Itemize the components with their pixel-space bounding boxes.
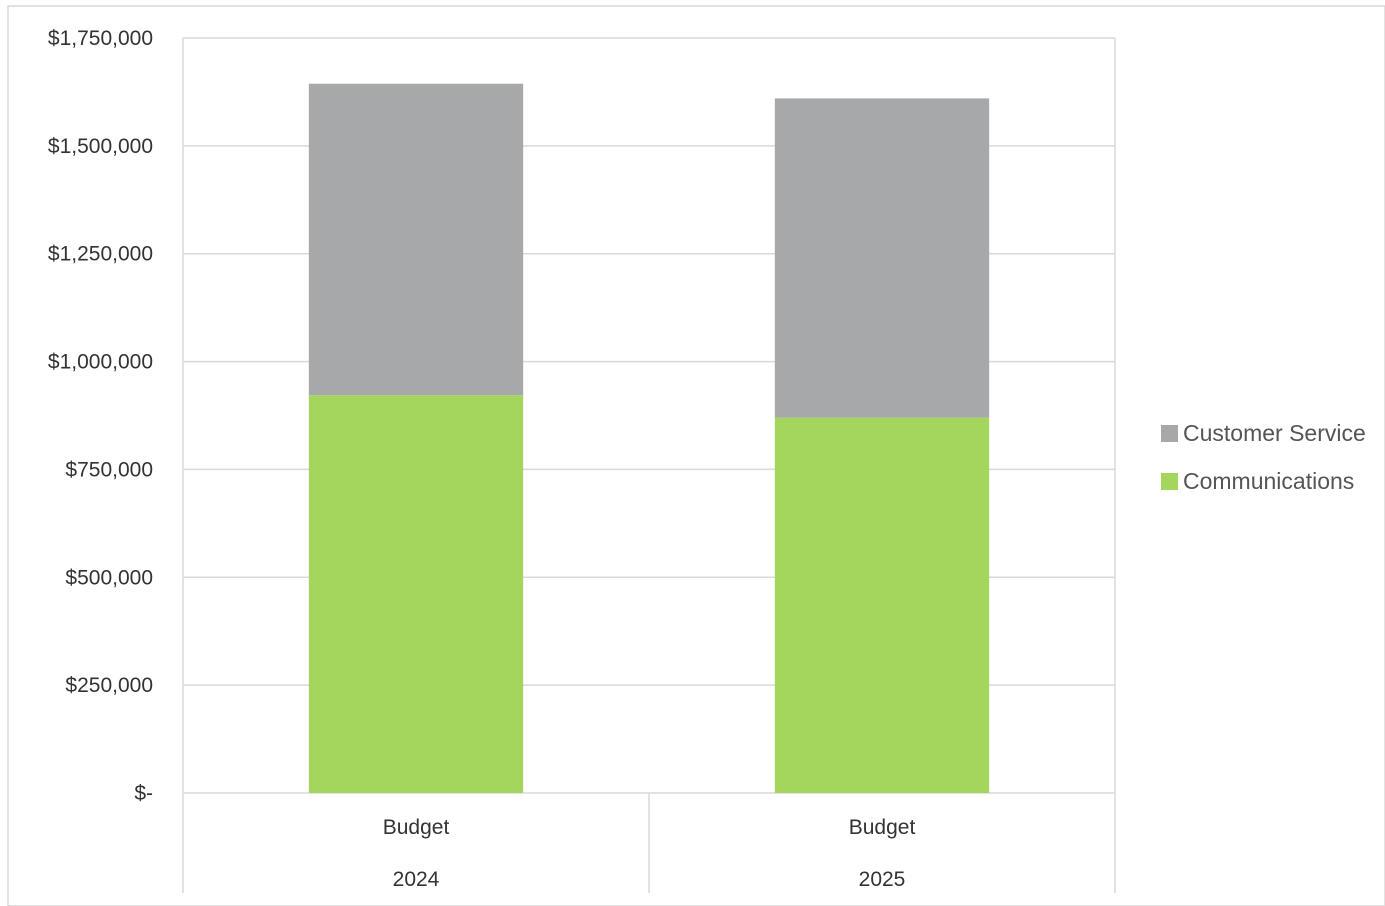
- y-tick-label-0: $-: [134, 782, 153, 805]
- legend-label-customer-service: Customer Service: [1183, 419, 1366, 446]
- y-tick-label-6: $1,500,000: [48, 135, 153, 158]
- axes: [182, 38, 1116, 893]
- legend-swatch-communications: [1161, 472, 1178, 490]
- y-tick-label-4: $1,000,000: [48, 351, 153, 374]
- chart-border: [7, 5, 1385, 906]
- legend-item-customer-service: Customer Service: [1161, 418, 1366, 448]
- x-group-label-1: 2025: [859, 868, 906, 891]
- bar-customer-service-2025: [774, 98, 990, 418]
- bar-customer-service-2024: [308, 83, 524, 396]
- legend: Customer Service Communications: [1161, 418, 1366, 514]
- legend-label-communications: Communications: [1183, 467, 1355, 494]
- legend-swatch-customer-service: [1161, 424, 1178, 442]
- y-tick-label-2: $500,000: [65, 566, 153, 589]
- legend-item-communications: Communications: [1161, 466, 1366, 496]
- y-tick-label-5: $1,250,000: [48, 243, 153, 266]
- bar-communications-2025: [774, 417, 990, 793]
- y-tick-label-7: $1,750,000: [48, 27, 153, 50]
- x-category-label-0: Budget: [383, 816, 450, 839]
- bar-communications-2024: [308, 395, 524, 793]
- x-category-label-1: Budget: [849, 816, 916, 839]
- y-tick-label-3: $750,000: [65, 458, 153, 481]
- x-group-label-0: 2024: [393, 868, 440, 891]
- y-tick-label-1: $250,000: [65, 674, 153, 697]
- bars: [308, 83, 990, 793]
- tick-labels: $- $250,000 $500,000 $750,000 $1,000,000 $1,2…: [48, 27, 916, 891]
